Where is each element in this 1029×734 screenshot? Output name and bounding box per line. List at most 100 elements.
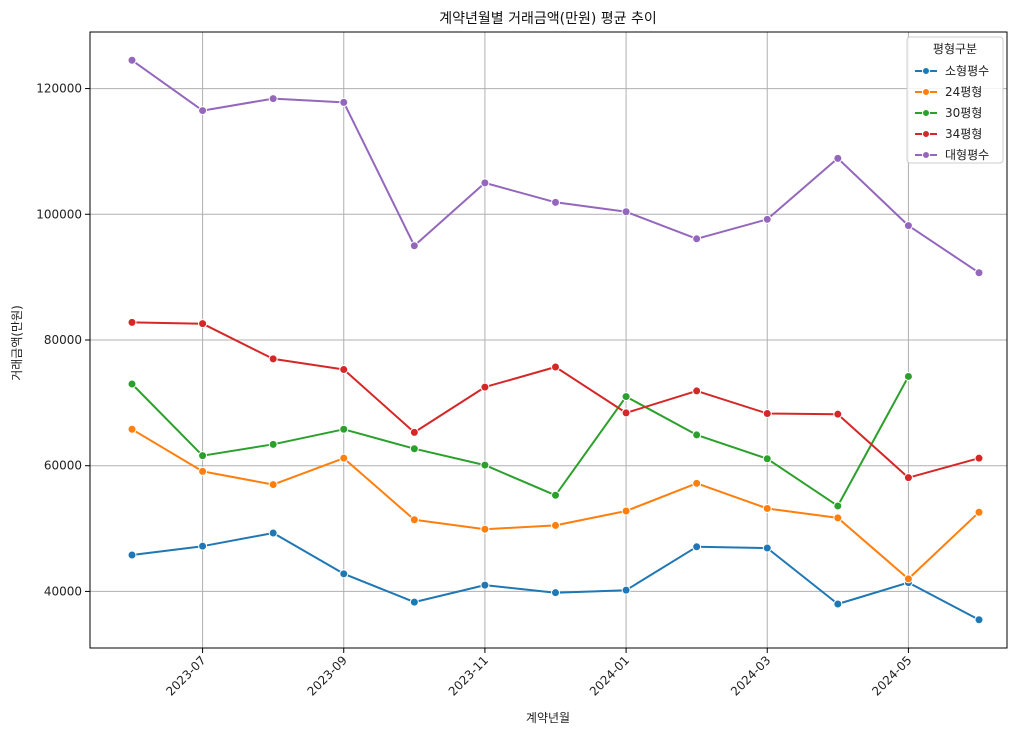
x-tick-label: 2023-11 (446, 653, 491, 698)
series-line (131, 321, 980, 479)
x-axis-title: 계약년월 (526, 710, 570, 725)
data-point (833, 599, 843, 609)
y-tick-label: 100000 (36, 207, 82, 221)
data-point (692, 430, 702, 440)
data-point (692, 542, 702, 552)
data-point (198, 106, 208, 116)
data-point (127, 55, 137, 65)
y-axis-title: 거래금액(만원) (10, 305, 24, 381)
plot-frame (89, 31, 1008, 649)
data-point (127, 379, 137, 389)
x-tick-label: 2024-01 (587, 653, 632, 698)
x-tick-label: 2024-05 (869, 653, 914, 698)
data-point (903, 221, 913, 231)
x-tick-label: 2024-03 (728, 653, 773, 698)
legend-title: 평형구분 (933, 42, 977, 56)
legend-label: 30평형 (945, 106, 982, 120)
data-point (409, 427, 419, 437)
data-point (762, 503, 772, 513)
legend-swatch-marker (922, 88, 930, 96)
y-tick-label: 80000 (44, 333, 82, 347)
data-point (621, 392, 631, 402)
y-tick-label: 120000 (36, 82, 82, 96)
data-point (692, 234, 702, 244)
data-point (339, 453, 349, 463)
series-2 (127, 424, 984, 584)
data-point (409, 515, 419, 525)
series-1 (127, 528, 984, 625)
legend-label: 24평형 (945, 85, 982, 99)
legend-box (906, 36, 1004, 164)
series-line (131, 376, 910, 507)
data-point (833, 501, 843, 511)
data-point (762, 543, 772, 553)
data-point (621, 585, 631, 595)
data-point (480, 524, 490, 534)
data-point (198, 451, 208, 461)
series-4 (127, 317, 984, 483)
data-point (127, 550, 137, 560)
data-point (903, 371, 913, 381)
data-point (339, 424, 349, 434)
legend-swatch-marker (922, 109, 930, 117)
y-tick-label: 40000 (44, 584, 82, 598)
data-point (551, 490, 560, 500)
data-point (268, 354, 278, 364)
data-point (762, 454, 772, 464)
legend-item: 24평형 (915, 85, 982, 99)
data-point (833, 409, 843, 419)
data-point (127, 424, 137, 434)
data-point (692, 386, 702, 396)
data-point (409, 597, 419, 607)
x-tick-label: 2023-09 (305, 653, 350, 698)
data-point (409, 241, 419, 251)
data-point (339, 569, 349, 579)
legend-label: 34평형 (945, 127, 982, 141)
data-point (833, 153, 843, 163)
data-point (621, 408, 631, 418)
data-point (127, 317, 137, 327)
legend-swatch-marker (922, 130, 930, 138)
legend-label: 소형평수 (945, 64, 989, 78)
legend-item: 30평형 (915, 106, 982, 120)
series-line (131, 428, 980, 580)
data-point (551, 197, 560, 207)
data-point (621, 506, 631, 516)
data-point (268, 94, 278, 104)
data-point (409, 444, 419, 454)
data-point (198, 541, 208, 551)
series-5 (127, 55, 984, 278)
data-point (974, 453, 984, 463)
data-point (762, 409, 772, 419)
data-point (551, 520, 560, 530)
data-point (339, 365, 349, 375)
data-point (974, 507, 984, 517)
data-point (903, 473, 913, 483)
x-tick-label: 2023-07 (163, 653, 208, 698)
data-point (762, 214, 772, 224)
data-point (621, 207, 631, 217)
plot-area: 2023-07 2023-09 2023-11 2024-01 2024-03 2024-… (36, 31, 1008, 699)
data-point (268, 480, 278, 490)
legend-item: 대형평수 (915, 148, 989, 162)
data-point (903, 574, 913, 584)
series-3 (127, 371, 913, 511)
data-point (268, 439, 278, 449)
data-point (198, 466, 208, 476)
data-point (692, 478, 702, 488)
data-point (480, 580, 490, 590)
chart-title: 계약년월별 거래금액(만원) 평균 추이 (439, 11, 656, 27)
data-point (551, 588, 560, 598)
legend-swatch-marker (922, 67, 930, 75)
data-point (268, 528, 278, 538)
data-point (551, 362, 560, 372)
y-tick-label: 60000 (44, 459, 82, 473)
data-point (198, 319, 208, 329)
series-line (131, 532, 980, 621)
data-point (339, 97, 349, 107)
data-point (480, 460, 490, 470)
legend-swatch-marker (922, 151, 930, 159)
legend-item: 34평형 (915, 127, 982, 141)
